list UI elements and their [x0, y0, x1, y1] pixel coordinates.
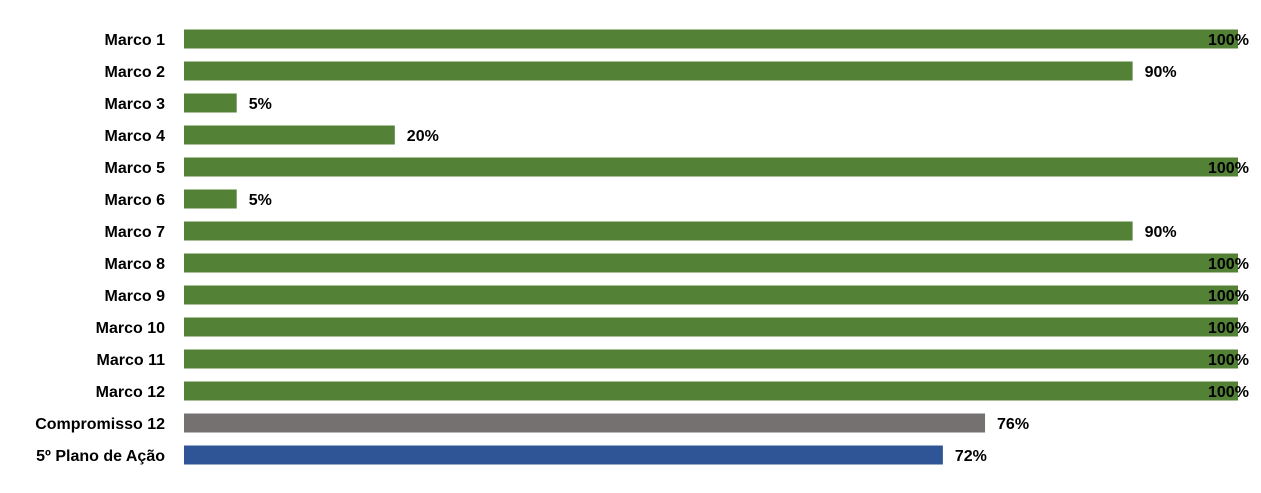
- data-label: 76%: [997, 416, 1029, 433]
- data-label: 90%: [1145, 224, 1177, 241]
- bar: [184, 189, 237, 209]
- data-label: 72%: [955, 448, 987, 465]
- category-label: Marco 8: [105, 256, 166, 273]
- bar: [184, 381, 1238, 401]
- category-label: 5º Plano de Ação: [36, 448, 165, 465]
- category-label: Marco 1: [105, 32, 166, 49]
- category-label: Marco 2: [105, 64, 166, 81]
- category-label: Marco 11: [97, 352, 166, 369]
- bar: [184, 61, 1133, 81]
- data-label: 100%: [1208, 320, 1249, 337]
- data-label: 100%: [1208, 352, 1249, 369]
- category-label: Marco 5: [105, 160, 166, 177]
- data-label: 90%: [1145, 64, 1177, 81]
- bar: [184, 317, 1238, 337]
- data-label: 100%: [1208, 288, 1249, 305]
- bar: [184, 29, 1238, 49]
- category-label: Compromisso 12: [35, 416, 165, 433]
- category-label: Marco 3: [105, 96, 166, 113]
- data-label: 100%: [1208, 32, 1249, 49]
- category-label: Marco 7: [105, 224, 166, 241]
- category-label: Marco 12: [96, 384, 165, 401]
- data-label: 100%: [1208, 256, 1249, 273]
- bar: [184, 125, 395, 145]
- bar: [184, 349, 1238, 369]
- category-label: Marco 10: [96, 320, 165, 337]
- data-label: 20%: [407, 128, 439, 145]
- category-label: Marco 6: [105, 192, 166, 209]
- data-label: 100%: [1208, 160, 1249, 177]
- category-label: Marco 9: [105, 288, 166, 305]
- data-label: 5%: [249, 192, 272, 209]
- data-label: 100%: [1208, 384, 1249, 401]
- bar: [184, 93, 237, 113]
- bar: [184, 157, 1238, 177]
- bar: [184, 413, 986, 433]
- data-label: 5%: [249, 96, 272, 113]
- bar: [184, 285, 1238, 305]
- category-label: Marco 4: [105, 128, 166, 145]
- bar: [184, 445, 943, 465]
- bar: [184, 253, 1238, 273]
- bar: [184, 221, 1133, 241]
